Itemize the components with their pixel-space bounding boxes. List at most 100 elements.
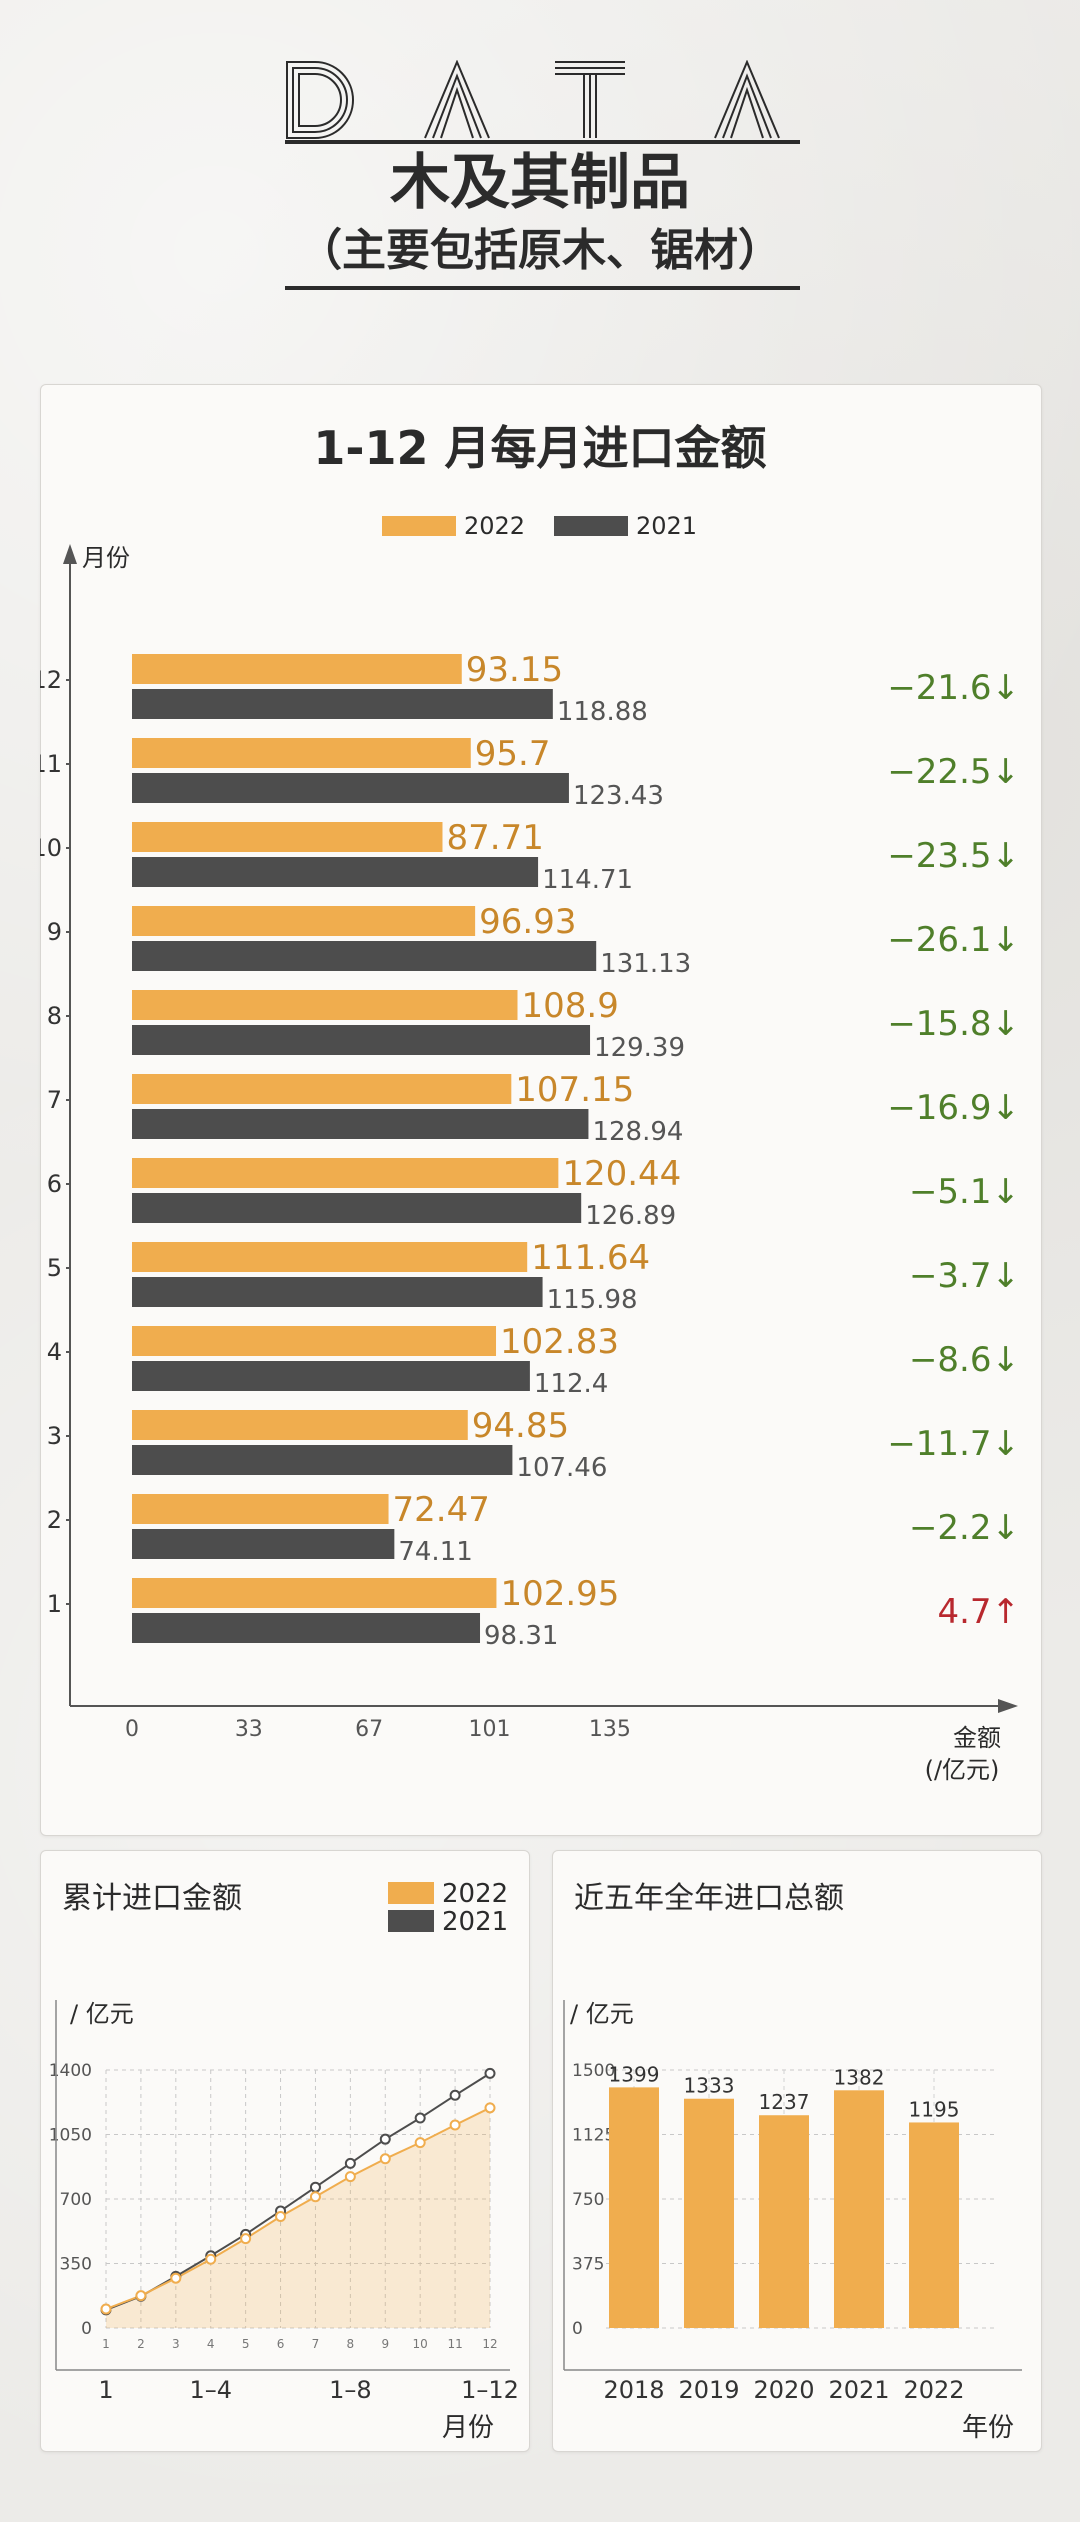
y-tick-label: 10	[40, 834, 62, 862]
bar-2021-value-label: 74.11	[398, 1537, 472, 1567]
ann-y-tick-label: 1500	[572, 2061, 615, 2081]
bar-2022	[132, 906, 476, 936]
bar-2021-value-label: 126.89	[585, 1201, 676, 1231]
header-top-rule	[285, 140, 800, 144]
cum-point-2021	[379, 2133, 391, 2145]
bar-2021	[132, 1529, 395, 1559]
x-tick-label: 67	[355, 1717, 383, 1742]
cum-x-small-tick-label: 8	[347, 2337, 355, 2351]
bar-2022-value-label: 94.85	[472, 1406, 569, 1446]
y-tick-label: 11	[40, 750, 62, 778]
cumulative-chart-title: 累计进口金额	[62, 1881, 242, 1916]
annual-chart: 近五年全年进口总额 / 亿元 0 375 750 1125 1500 1399 2018 1…	[563, 1881, 1022, 2443]
y-tick-label: 12	[40, 666, 62, 694]
annual-bar-value-label: 1237	[759, 2090, 810, 2114]
cum-legend-label-2021: 2021	[442, 1907, 508, 1937]
ann-x-tick-label: 2019	[678, 2376, 739, 2404]
y-tick-label: 7	[47, 1086, 62, 1114]
y-tick-label: 9	[47, 918, 62, 946]
x-axis-label-line2: (/亿元)	[925, 1756, 1000, 1784]
ann-y-tick-label: 750	[572, 2190, 604, 2210]
bar-2022	[132, 1326, 497, 1356]
yoy-change-label: −26.1↓	[887, 920, 1020, 960]
y-axis-arrow	[63, 544, 77, 564]
bar-2022-value-label: 111.64	[531, 1238, 650, 1278]
ann-x-tick-label: 2018	[603, 2376, 664, 2404]
yoy-change-label: −16.9↓	[887, 1088, 1020, 1128]
ann-y-tick-label: 375	[572, 2255, 604, 2275]
annual-bar-value-label: 1399	[609, 2062, 660, 2086]
cum-point-2022	[449, 2119, 461, 2131]
bar-2022	[132, 1578, 497, 1608]
annual-bar	[684, 2098, 734, 2328]
cum-x-small-tick-label: 5	[242, 2337, 250, 2351]
header-bottom-rule	[285, 286, 800, 290]
cum-point-2022	[205, 2253, 217, 2265]
monthly-chart: 1-12 月每月进口金额 2022 2021 月份 金额 (/亿元) 0 33 67…	[40, 421, 1020, 1784]
bar-2022-value-label: 72.47	[393, 1490, 490, 1530]
monthly-chart-title: 1-12 月每月进口金额	[313, 421, 766, 475]
cum-y-tick-label: 0	[81, 2319, 92, 2339]
cum-point-2022	[240, 2233, 252, 2245]
annual-chart-title: 近五年全年进口总额	[574, 1881, 844, 1916]
cum-point-2022	[170, 2272, 182, 2284]
cum-point-2022	[135, 2290, 147, 2302]
bar-2022-value-label: 93.15	[466, 650, 563, 690]
yoy-change-label: −5.1↓	[909, 1172, 1020, 1212]
bar-2021-value-label: 114.71	[542, 865, 633, 895]
bar-2022-value-label: 120.44	[562, 1154, 681, 1194]
annual-bar	[759, 2115, 809, 2328]
bar-2022	[132, 738, 471, 768]
bar-2021	[132, 1025, 591, 1055]
bar-2021	[132, 1445, 513, 1475]
cum-x-small-tick-label: 2	[137, 2337, 145, 2351]
y-tick-label: 6	[47, 1170, 62, 1198]
bar-2021-value-label: 131.13	[600, 949, 691, 979]
bar-2021	[132, 857, 539, 887]
y-tick-label: 1	[47, 1590, 62, 1618]
cum-y-tick-label: 1400	[49, 2061, 92, 2081]
legend-swatch-2022	[382, 516, 456, 536]
y-tick-label: 5	[47, 1254, 62, 1282]
cum-point-2021	[344, 2157, 356, 2169]
bar-2021-value-label: 118.88	[557, 697, 648, 727]
cum-point-2021	[414, 2112, 426, 2124]
yoy-change-label: −11.7↓	[887, 1424, 1020, 1464]
cum-point-2022	[484, 2102, 496, 2114]
page-subtitle: （主要包括原木、锯材）	[298, 225, 782, 276]
ann-x-axis-label: 年份	[962, 2413, 1014, 2443]
bar-2022-value-label: 102.95	[500, 1574, 619, 1614]
yoy-change-label: −2.2↓	[909, 1508, 1020, 1548]
cum-legend-swatch-2021	[388, 1910, 434, 1932]
bar-2021-value-label: 112.4	[534, 1369, 608, 1399]
cum-x-axis-label: 月份	[442, 2413, 494, 2443]
bar-2021	[132, 689, 553, 719]
annual-bar	[909, 2122, 959, 2328]
y-tick-label: 4	[47, 1338, 62, 1366]
bar-2022	[132, 1242, 528, 1272]
bar-2022	[132, 1410, 468, 1440]
bar-2022	[132, 990, 518, 1020]
bar-2022	[132, 822, 443, 852]
cum-x-small-tick-label: 4	[207, 2337, 215, 2351]
bar-2022	[132, 1158, 559, 1188]
cum-point-2022	[100, 2303, 112, 2315]
cum-x-small-tick-label: 12	[482, 2337, 497, 2351]
yoy-change-label: −8.6↓	[909, 1340, 1020, 1380]
legend-label-2021: 2021	[636, 512, 697, 540]
cum-point-2021	[449, 2089, 461, 2101]
yoy-change-label: −21.6↓	[887, 668, 1020, 708]
legend-swatch-2021	[554, 516, 628, 536]
cum-x-small-tick-label: 1	[102, 2337, 110, 2351]
bar-2021	[132, 941, 597, 971]
bar-2021-value-label: 98.31	[484, 1621, 558, 1651]
bar-2021-value-label: 115.98	[547, 1285, 638, 1315]
yoy-change-label: 4.7↑	[937, 1592, 1020, 1632]
ann-y-tick-label: 1125	[572, 2126, 615, 2146]
annual-bar-value-label: 1195	[909, 2097, 960, 2121]
y-axis-label: 月份	[82, 544, 130, 572]
bar-2021-value-label: 107.46	[516, 1453, 607, 1483]
bar-2022-value-label: 107.15	[515, 1070, 634, 1110]
cum-x-small-tick-label: 11	[447, 2337, 462, 2351]
